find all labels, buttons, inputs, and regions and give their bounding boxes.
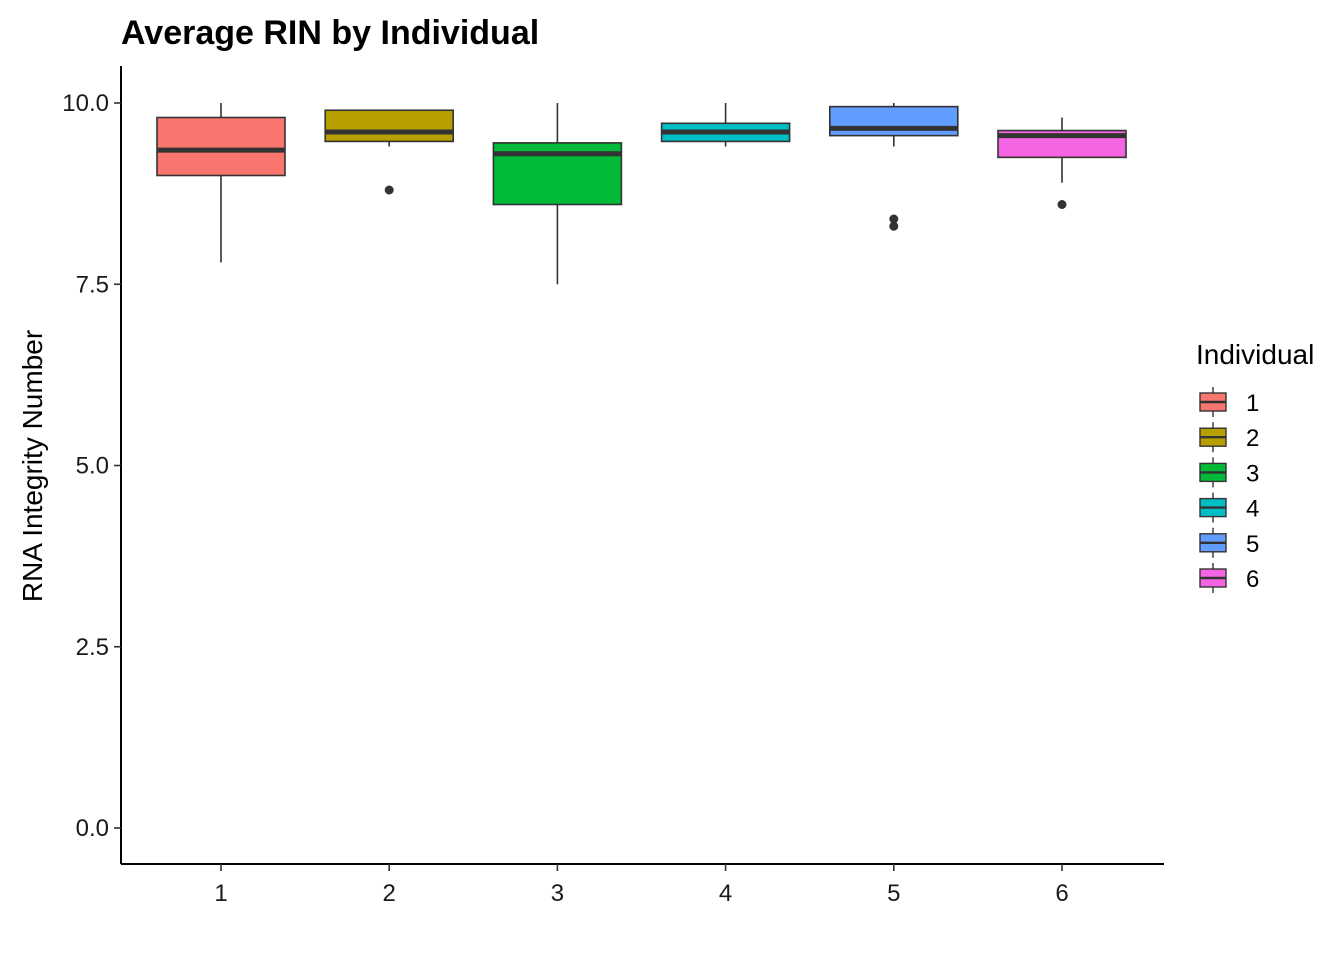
x-tick-label: 3 (551, 880, 564, 907)
legend-entry-1: 1 (1199, 387, 1259, 417)
y-tick-label: 7.5 (76, 271, 109, 298)
y-tick-label: 0.0 (76, 815, 109, 842)
chart-title: Average RIN by Individual (121, 14, 539, 52)
axes: 0.0 2.5 5.0 7.5 10.0 1 2 3 4 5 6 (62, 66, 1164, 907)
legend-label: 6 (1246, 566, 1259, 593)
legend-entry-3: 3 (1199, 457, 1259, 488)
legend-title: Individual (1196, 339, 1314, 370)
outlier-point (889, 221, 899, 231)
box-group-3 (492, 103, 623, 285)
y-tick-label: 10.0 (62, 90, 109, 117)
legend-label: 4 (1246, 496, 1259, 523)
x-tick-label: 6 (1055, 880, 1068, 907)
legend-label: 3 (1246, 460, 1259, 487)
plot-area (156, 103, 1127, 285)
outlier-point (384, 185, 394, 195)
y-tick-label: 5.0 (76, 453, 109, 480)
legend-label: 2 (1246, 425, 1259, 452)
outlier-point (1057, 200, 1067, 209)
y-tick-label: 2.5 (76, 634, 109, 661)
box (324, 109, 455, 143)
legend-entry-5: 5 (1199, 527, 1259, 558)
box-group-6 (997, 117, 1127, 209)
x-tick-label: 2 (383, 880, 396, 907)
box (156, 116, 286, 177)
legend-entry-4: 4 (1199, 492, 1259, 523)
legend-entry-6: 6 (1199, 563, 1259, 593)
legend: Individual 1 2 3 4 5 6 (1196, 339, 1314, 593)
x-tick-label: 1 (214, 880, 227, 907)
box (828, 105, 959, 137)
box-group-5 (828, 103, 959, 231)
box-group-1 (156, 103, 286, 263)
y-axis-title: RNA Integrity Number (17, 330, 48, 602)
legend-entry-2: 2 (1199, 422, 1259, 453)
x-tick-label: 5 (887, 880, 900, 907)
box-group-4 (660, 103, 791, 147)
outlier-point (889, 214, 899, 224)
box-group-2 (324, 109, 455, 195)
legend-label: 1 (1246, 390, 1259, 417)
x-tick-label: 4 (719, 880, 732, 907)
legend-label: 5 (1246, 531, 1259, 558)
